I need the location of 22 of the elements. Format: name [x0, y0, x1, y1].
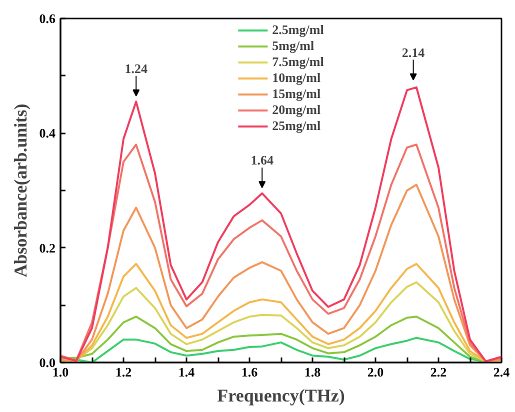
x-tick-label: 2.2	[430, 364, 447, 380]
x-axis-title: Frequency(THz)	[217, 386, 345, 406]
x-tick-label: 2.4	[493, 364, 510, 380]
legend-label: 7.5mg/ml	[272, 54, 324, 70]
y-tick-label: 0.2	[39, 240, 56, 256]
legend-label: 25mg/ml	[272, 118, 321, 134]
x-tick-label: 1.8	[304, 364, 322, 380]
x-tick-label: 1.6	[241, 364, 258, 380]
legend-label: 2.5mg/ml	[272, 22, 324, 38]
annotation: 1.64	[250, 152, 274, 168]
x-tick-label: 1.4	[178, 364, 196, 380]
x-tick-label: 2.0	[367, 364, 384, 380]
y-tick-label: 0.4	[39, 126, 56, 141]
legend-label: 15mg/ml	[272, 86, 321, 102]
annotation: 2.14	[402, 44, 426, 60]
legend-label: 20mg/ml	[272, 102, 321, 118]
legend-label: 10mg/ml	[272, 70, 321, 86]
y-tick-label: 0.6	[39, 11, 56, 26]
annotation: 1.24	[124, 60, 148, 76]
legend-label: 5mg/ml	[272, 38, 314, 54]
y-axis-title: Absorbance(arb.units)	[10, 104, 30, 278]
x-tick-label: 1.2	[115, 364, 132, 380]
